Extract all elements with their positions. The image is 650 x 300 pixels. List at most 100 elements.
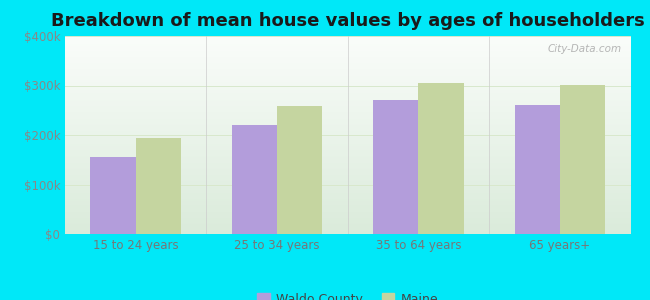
Bar [65, 135, 630, 136]
Bar [65, 155, 630, 156]
Bar [65, 109, 630, 110]
Text: City-Data.com: City-Data.com [548, 44, 622, 54]
Bar [65, 113, 630, 114]
Bar [65, 134, 630, 135]
Bar [373, 100, 419, 234]
Bar [65, 123, 630, 124]
Bar [65, 188, 630, 190]
Bar [65, 178, 630, 179]
Bar [65, 79, 630, 80]
Bar [65, 72, 630, 73]
Bar [65, 55, 630, 56]
Bar [65, 136, 630, 137]
Bar [65, 105, 630, 106]
Bar [65, 94, 630, 95]
Bar [65, 111, 630, 112]
Bar [65, 80, 630, 82]
Bar [65, 93, 630, 94]
Bar [65, 73, 630, 74]
Bar [65, 226, 630, 227]
Bar [65, 69, 630, 70]
Bar [90, 157, 136, 234]
Bar [65, 191, 630, 192]
Bar [65, 164, 630, 165]
Bar [65, 103, 630, 104]
Bar [65, 175, 630, 176]
Bar [65, 208, 630, 209]
Bar [65, 227, 630, 228]
Bar [65, 56, 630, 57]
Bar [65, 196, 630, 197]
Bar [232, 125, 277, 234]
Bar [65, 36, 630, 37]
Bar [65, 221, 630, 222]
Bar [65, 231, 630, 232]
Bar [65, 132, 630, 133]
Bar [65, 78, 630, 79]
Bar [65, 181, 630, 182]
Bar [65, 85, 630, 86]
Bar [136, 139, 181, 234]
Bar [65, 45, 630, 46]
Bar [65, 43, 630, 44]
Bar [65, 205, 630, 206]
Bar [65, 83, 630, 85]
Bar [65, 41, 630, 42]
Bar [65, 37, 630, 38]
Bar [65, 142, 630, 143]
Bar [65, 127, 630, 128]
Bar [65, 166, 630, 167]
Bar [65, 179, 630, 181]
Title: Breakdown of mean house values by ages of householders: Breakdown of mean house values by ages o… [51, 12, 645, 30]
Bar [65, 157, 630, 158]
Bar [419, 83, 463, 234]
Bar [65, 82, 630, 83]
Bar [65, 149, 630, 150]
Bar [65, 160, 630, 161]
Bar [65, 153, 630, 154]
Bar [65, 58, 630, 59]
Bar [65, 161, 630, 162]
Bar [65, 163, 630, 164]
Bar [65, 59, 630, 60]
Bar [65, 156, 630, 157]
Bar [65, 118, 630, 119]
Bar [65, 48, 630, 49]
Bar [65, 114, 630, 115]
Bar [65, 98, 630, 99]
Bar [65, 206, 630, 207]
Bar [65, 220, 630, 221]
Bar [65, 60, 630, 61]
Bar [65, 159, 630, 160]
Bar [65, 61, 630, 62]
Bar [65, 47, 630, 48]
Bar [65, 182, 630, 184]
Bar [65, 70, 630, 71]
Bar [65, 214, 630, 215]
Bar [65, 42, 630, 43]
Bar [65, 224, 630, 225]
Bar [65, 116, 630, 117]
Bar [65, 71, 630, 72]
Bar [65, 74, 630, 75]
Bar [65, 130, 630, 131]
Bar [65, 172, 630, 174]
Bar [65, 158, 630, 159]
Bar [65, 207, 630, 208]
Bar [65, 213, 630, 214]
Bar [65, 64, 630, 65]
Bar [65, 215, 630, 216]
Bar [65, 138, 630, 139]
Bar [65, 198, 630, 200]
Bar [65, 229, 630, 230]
Bar [65, 122, 630, 123]
Bar [65, 171, 630, 172]
Bar [65, 68, 630, 69]
Bar [65, 50, 630, 51]
Bar [65, 176, 630, 177]
Bar [65, 147, 630, 148]
Bar [65, 146, 630, 147]
Bar [65, 201, 630, 202]
Bar [65, 140, 630, 141]
Bar [65, 133, 630, 134]
